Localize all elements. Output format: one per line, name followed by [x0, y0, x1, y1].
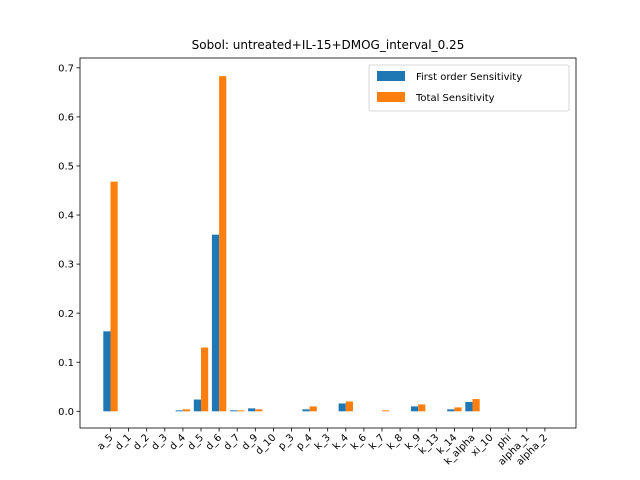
- bars-layer: [103, 76, 480, 412]
- bar-first-order-k_14: [447, 409, 455, 412]
- bar-first-order-a_5: [103, 331, 111, 412]
- bar-total-k_14: [454, 407, 462, 412]
- bar-total-d_6: [219, 76, 227, 412]
- bar-first-order-k_alpha: [465, 401, 473, 412]
- bar-first-order-d_9: [248, 408, 256, 412]
- bar-first-order-d_6: [211, 234, 220, 412]
- bar-total-k_9: [418, 404, 426, 412]
- bar-total-d_9: [255, 409, 263, 412]
- bar-total-a_5: [110, 181, 118, 412]
- y-tick-label: 0.1: [58, 358, 74, 369]
- y-tick-label: 0.5: [58, 162, 74, 173]
- bar-first-order-k_4: [338, 403, 346, 412]
- legend: First order Sensitivity Total Sensitivity: [368, 64, 570, 112]
- bar-total-d_5: [201, 347, 209, 412]
- y-tick-label: 0.4: [58, 211, 74, 222]
- y-tick-label: 0.3: [58, 260, 74, 271]
- bar-first-order-d_5: [193, 399, 201, 412]
- y-axis: 0.0 0.1 0.2 0.3 0.4 0.5 0.6 0.7: [58, 63, 80, 418]
- bar-first-order-d_4: [175, 410, 183, 412]
- bar-first-order-k_9: [411, 406, 419, 412]
- bar-total-k_alpha: [472, 399, 480, 412]
- y-tick-label: 0.7: [58, 63, 74, 74]
- legend-box: [368, 64, 570, 112]
- legend-swatch-total: [377, 92, 405, 102]
- bar-first-order-d_7: [230, 410, 238, 412]
- y-tick-label: 0.0: [58, 407, 74, 418]
- legend-label-total: Total Sensitivity: [415, 93, 495, 104]
- bar-first-order-p_4: [302, 409, 310, 412]
- bar-total-p_4: [309, 406, 317, 412]
- legend-swatch-first-order: [377, 71, 405, 81]
- bar-total-d_7: [237, 410, 245, 412]
- y-tick-label: 0.2: [58, 309, 74, 320]
- bar-total-d_4: [182, 409, 191, 412]
- chart-title: Sobol: untreated+IL-15+DMOG_interval_0.2…: [192, 38, 465, 52]
- y-tick-label: 0.6: [58, 112, 74, 123]
- bar-total-k_4: [345, 401, 353, 412]
- bar-total-k_7: [382, 410, 390, 412]
- legend-label-first-order: First order Sensitivity: [416, 72, 522, 83]
